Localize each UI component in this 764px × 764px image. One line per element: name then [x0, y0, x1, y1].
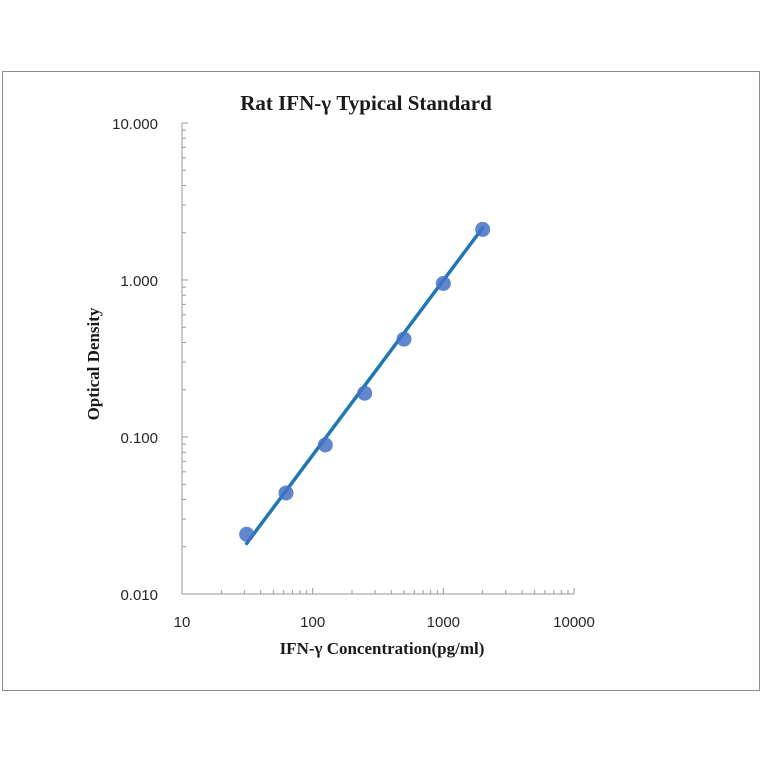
data-point [396, 331, 412, 347]
x-tick-label: 10 [174, 614, 191, 631]
y-tick-labels: 10.000 1.000 0.100 0.010 [112, 116, 158, 604]
axes [181, 123, 574, 595]
y-tick-label: 0.010 [120, 587, 158, 604]
data-point [435, 275, 451, 291]
x-tick-label: 10000 [553, 614, 595, 631]
x-tick-label: 1000 [427, 614, 460, 631]
data-point [239, 526, 255, 542]
data-points [239, 221, 491, 542]
x-axis-title: IFN-γ Concentration(pg/ml) [280, 639, 485, 658]
tick-marks [181, 122, 575, 595]
y-axis-title: Optical Density [84, 307, 103, 420]
chart-title: Rat IFN-γ Typical Standard [240, 91, 492, 115]
data-point [278, 485, 294, 501]
y-tick-label: 10.000 [112, 116, 158, 133]
data-point [357, 385, 373, 401]
y-tick-label: 0.100 [120, 430, 158, 447]
y-tick-label: 1.000 [120, 273, 158, 290]
x-tick-labels: 10 100 1000 10000 [174, 614, 595, 631]
chart-frame [2, 71, 760, 691]
data-point [475, 221, 491, 237]
data-point [317, 437, 333, 453]
x-tick-label: 100 [300, 614, 325, 631]
